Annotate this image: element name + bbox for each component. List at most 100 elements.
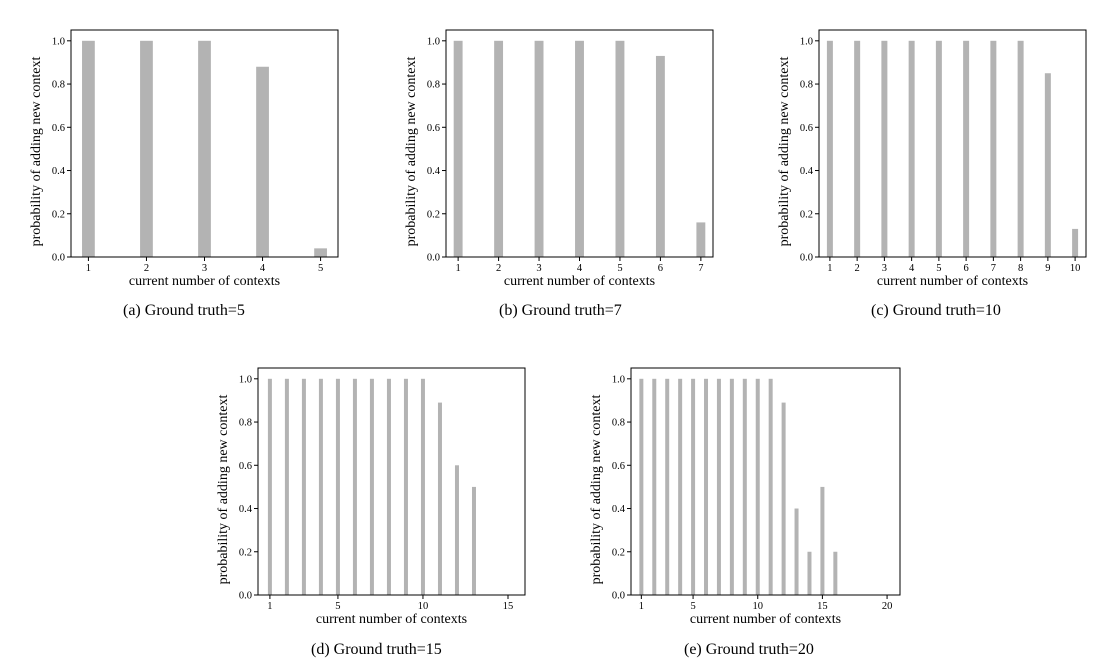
bar-x-8 [386, 378, 391, 595]
x-tick-label: 4 [909, 263, 915, 274]
caption-d: (d) Ground truth=15 [311, 641, 442, 658]
y-tick-label: 0.6 [612, 461, 625, 472]
y-tick-label: 0.4 [800, 166, 814, 177]
caption-b: (b) Ground truth=7 [499, 302, 622, 319]
x-axis-label: current number of contexts [690, 612, 841, 627]
bar-x-6 [352, 378, 357, 595]
x-tick-label: 1 [86, 263, 91, 274]
x-tick-label: 1 [827, 263, 832, 274]
bar-x-5 [314, 248, 327, 257]
y-tick-label: 0.4 [52, 166, 66, 177]
x-axis-label: current number of contexts [129, 274, 280, 289]
x-axis-label: current number of contexts [316, 612, 467, 627]
bar-x-5 [935, 40, 942, 258]
bar-x-14 [807, 551, 812, 595]
bar-x-2 [854, 40, 861, 258]
x-tick-label: 5 [318, 263, 323, 274]
y-tick-label: 0.0 [612, 591, 625, 602]
y-tick-label: 0.6 [52, 123, 65, 134]
bar-x-10 [420, 378, 425, 595]
x-tick-label: 2 [144, 263, 149, 274]
x-tick-label: 7 [698, 263, 703, 274]
y-tick-label: 0.6 [800, 123, 813, 134]
bar-x-7 [990, 40, 997, 258]
y-tick-label: 0.0 [239, 591, 252, 602]
bar-x-13 [471, 486, 476, 595]
bar-x-10 [1072, 228, 1079, 257]
bar-x-4 [678, 378, 683, 595]
x-axis-label: current number of contexts [877, 274, 1028, 289]
y-tick-label: 0.6 [239, 461, 252, 472]
y-tick-label: 0.6 [427, 123, 440, 134]
bar-x-3 [881, 40, 888, 258]
x-tick-label: 5 [617, 263, 622, 274]
y-tick-label: 1.0 [427, 36, 440, 47]
caption-e: (e) Ground truth=20 [684, 641, 814, 658]
bar-x-5 [615, 40, 625, 258]
x-tick-label: 2 [496, 263, 501, 274]
y-tick-label: 1.0 [52, 36, 65, 47]
bar-x-4 [256, 66, 269, 257]
x-tick-label: 1 [456, 263, 461, 274]
y-tick-label: 1.0 [612, 374, 625, 385]
x-tick-label: 3 [202, 263, 207, 274]
bar-x-1 [639, 378, 644, 595]
y-tick-label: 0.0 [800, 253, 813, 264]
x-tick-label: 15 [817, 601, 828, 612]
bar-x-3 [301, 378, 306, 595]
x-axis-label: current number of contexts [504, 274, 655, 289]
x-tick-label: 9 [1045, 263, 1050, 274]
x-tick-label: 1 [267, 601, 272, 612]
bar-x-2 [284, 378, 289, 595]
x-tick-label: 7 [991, 263, 996, 274]
bar-x-7 [716, 378, 721, 595]
x-tick-label: 1 [639, 601, 644, 612]
bar-x-4 [575, 40, 584, 258]
bar-x-3 [198, 40, 211, 258]
y-tick-label: 1.0 [239, 374, 252, 385]
bar-x-12 [454, 465, 459, 595]
bar-x-5 [335, 378, 340, 595]
y-tick-label: 0.0 [427, 253, 440, 264]
bar-x-8 [729, 378, 734, 595]
y-tick-label: 0.8 [800, 80, 813, 91]
y-axis-label: probability of adding new context [777, 57, 792, 247]
bar-x-7 [696, 222, 706, 257]
y-axis-label: probability of adding new context [29, 57, 44, 247]
y-tick-label: 0.2 [52, 209, 65, 220]
x-tick-label: 6 [658, 263, 663, 274]
bar-x-12 [781, 402, 786, 595]
bar-x-4 [318, 378, 323, 595]
y-tick-label: 0.4 [239, 504, 253, 515]
bar-x-6 [963, 40, 970, 258]
bar-x-9 [1044, 73, 1051, 258]
y-axis-label: probability of adding new context [404, 57, 419, 247]
bar-x-2 [652, 378, 657, 595]
bar-x-2 [494, 40, 504, 258]
y-tick-label: 0.2 [800, 209, 813, 220]
x-tick-label: 10 [1070, 263, 1081, 274]
y-axis-label: probability of adding new context [589, 395, 604, 585]
bar-x-6 [655, 55, 665, 257]
y-tick-label: 0.2 [427, 209, 440, 220]
x-tick-label: 5 [690, 601, 695, 612]
bar-x-6 [704, 378, 709, 595]
bar-x-11 [768, 378, 773, 595]
bar-x-5 [691, 378, 696, 595]
plot-frame [257, 367, 526, 596]
bar-x-15 [820, 486, 825, 595]
bar-x-1 [267, 378, 272, 595]
plot-frame [630, 367, 901, 596]
x-tick-label: 5 [335, 601, 340, 612]
x-tick-label: 15 [503, 601, 514, 612]
bar-x-3 [534, 40, 544, 258]
bar-x-9 [742, 378, 747, 595]
bar-x-1 [82, 40, 95, 258]
x-tick-label: 10 [752, 601, 763, 612]
x-tick-label: 2 [855, 263, 860, 274]
y-tick-label: 0.2 [239, 547, 252, 558]
caption-a: (a) Ground truth=5 [123, 302, 245, 319]
plot-frame [818, 29, 1087, 258]
